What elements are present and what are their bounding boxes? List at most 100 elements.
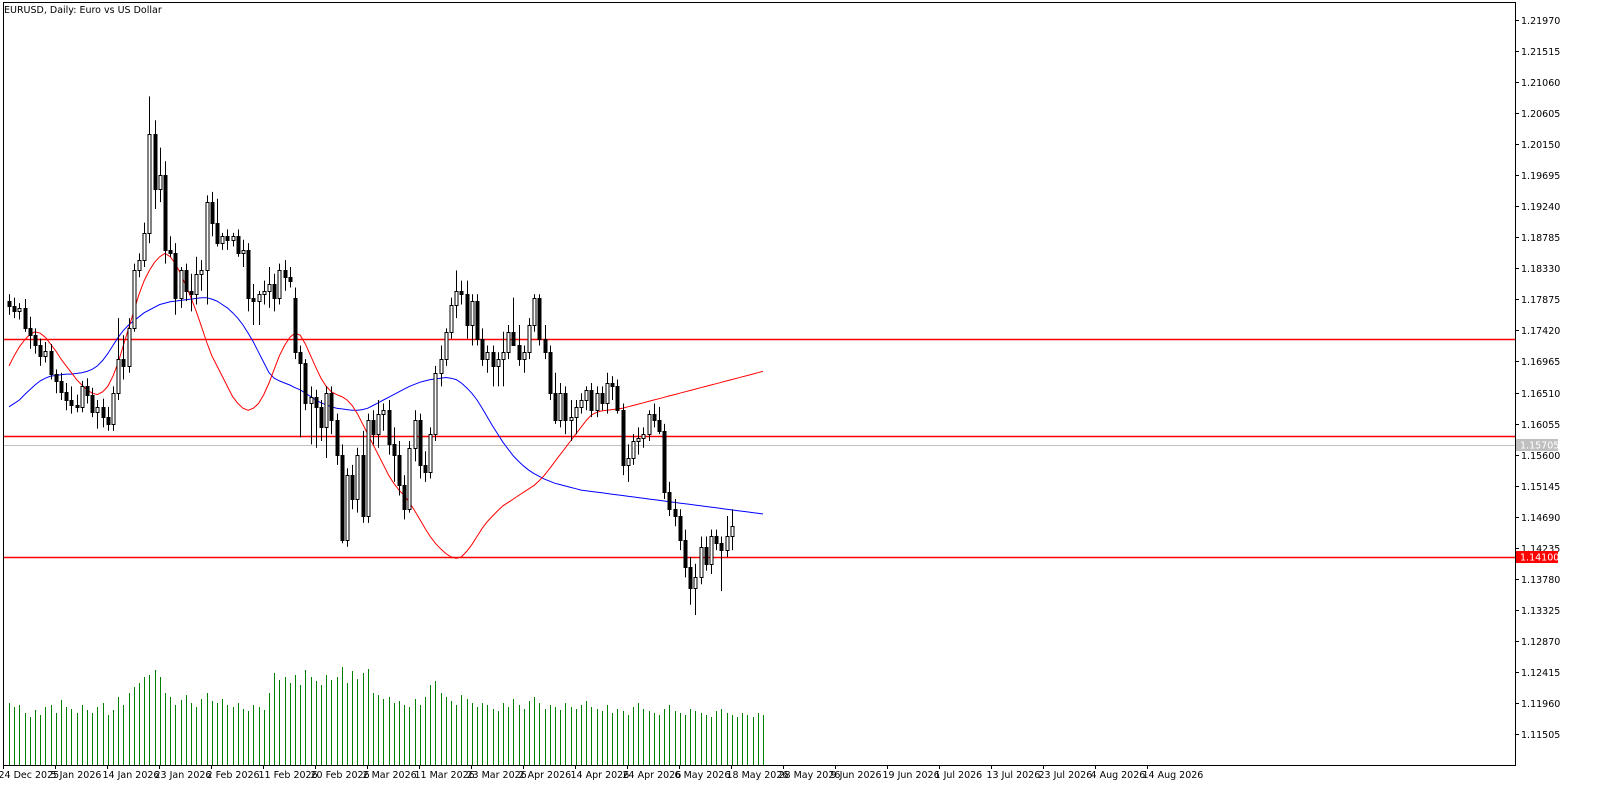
candle bbox=[319, 400, 324, 441]
candle-body bbox=[673, 509, 678, 517]
candle bbox=[194, 256, 199, 305]
x-tick-label: 23 Jan 2026 bbox=[155, 770, 212, 781]
candle-body bbox=[43, 351, 48, 357]
candle bbox=[730, 509, 735, 551]
candle bbox=[277, 263, 282, 305]
candle bbox=[688, 556, 693, 605]
candle bbox=[693, 563, 698, 615]
candle bbox=[257, 290, 262, 325]
candle bbox=[199, 260, 204, 291]
candle-body bbox=[246, 250, 251, 299]
candle-body bbox=[475, 301, 480, 340]
candle-body bbox=[101, 407, 106, 418]
x-tick-label: 2 Feb 2026 bbox=[207, 770, 260, 781]
candle bbox=[605, 372, 610, 414]
candle bbox=[329, 386, 334, 435]
candle bbox=[537, 294, 542, 346]
candle bbox=[678, 509, 683, 551]
candle-body bbox=[350, 475, 355, 500]
candle-body bbox=[491, 352, 496, 367]
candle-body bbox=[267, 284, 272, 292]
candle bbox=[475, 294, 480, 346]
y-tick-label: 1.21060 bbox=[1521, 78, 1560, 89]
candle bbox=[371, 410, 376, 445]
candle-body bbox=[636, 438, 641, 442]
candle bbox=[33, 328, 38, 354]
candle bbox=[439, 345, 444, 387]
candle bbox=[470, 294, 475, 346]
candle-body bbox=[501, 352, 506, 360]
y-tick-label: 1.18330 bbox=[1521, 264, 1560, 275]
candle bbox=[387, 400, 392, 455]
candle-body bbox=[652, 414, 657, 421]
x-tick-label: 18 May 2026 bbox=[727, 770, 789, 781]
y-tick-label: 1.11960 bbox=[1521, 699, 1560, 710]
candle-body bbox=[558, 393, 563, 421]
candle-body bbox=[527, 325, 532, 353]
candle bbox=[381, 403, 386, 431]
candle-body bbox=[205, 202, 210, 271]
candle bbox=[64, 382, 69, 411]
candle bbox=[251, 284, 256, 325]
candle bbox=[423, 451, 428, 482]
candle bbox=[137, 253, 142, 278]
candle-body bbox=[626, 458, 631, 466]
candle-body bbox=[314, 397, 319, 408]
candle-body bbox=[277, 270, 282, 299]
candle bbox=[641, 427, 646, 448]
candle-body bbox=[116, 359, 121, 394]
y-tick-label: 1.14690 bbox=[1521, 513, 1560, 524]
candle-body bbox=[589, 390, 594, 411]
candle bbox=[54, 369, 59, 394]
candle-body bbox=[402, 485, 407, 510]
candle bbox=[621, 403, 626, 476]
x-tick-label: 4 Aug 2026 bbox=[1091, 770, 1146, 781]
candle-body bbox=[220, 236, 225, 244]
candle bbox=[179, 266, 184, 308]
candle bbox=[293, 287, 298, 360]
candle-body bbox=[85, 386, 90, 396]
candle bbox=[667, 481, 672, 517]
candle-body bbox=[210, 202, 215, 224]
candle-body bbox=[506, 332, 511, 353]
candle-body bbox=[49, 351, 54, 375]
candle-body bbox=[704, 547, 709, 565]
candle bbox=[610, 376, 615, 401]
candle bbox=[163, 161, 168, 264]
candle-body bbox=[522, 352, 527, 360]
y-tick-label: 1.17420 bbox=[1521, 326, 1560, 337]
candle-body bbox=[163, 175, 168, 251]
ma-fast-line bbox=[8, 252, 764, 559]
candle bbox=[246, 243, 251, 312]
bid-price-badge-label: 1.15705 bbox=[1520, 441, 1559, 452]
candle-body bbox=[80, 386, 85, 408]
candle bbox=[127, 318, 132, 373]
candle-body bbox=[17, 308, 22, 312]
candle-body bbox=[293, 298, 298, 353]
x-tick-label: 19 Jun 2026 bbox=[883, 770, 940, 781]
candle bbox=[631, 434, 636, 465]
candle bbox=[511, 297, 516, 346]
candle-body bbox=[579, 400, 584, 408]
candle-body bbox=[662, 431, 667, 493]
candle-body bbox=[641, 434, 646, 439]
y-tick-label: 1.21515 bbox=[1521, 47, 1560, 58]
candle bbox=[517, 324, 522, 366]
candle-body bbox=[610, 383, 615, 387]
candle bbox=[158, 147, 163, 203]
candle bbox=[532, 294, 537, 332]
candle bbox=[153, 120, 158, 209]
candle bbox=[392, 427, 397, 482]
candle-body bbox=[600, 393, 605, 404]
candle bbox=[376, 400, 381, 448]
y-tick-label: 1.12870 bbox=[1521, 637, 1560, 648]
candle-body bbox=[439, 359, 444, 374]
candle-body bbox=[309, 397, 314, 404]
candle bbox=[553, 372, 558, 424]
volume-bars bbox=[9, 667, 764, 765]
candle-body bbox=[147, 134, 152, 234]
candle bbox=[709, 529, 714, 575]
candle bbox=[121, 335, 126, 380]
candle bbox=[116, 318, 121, 401]
